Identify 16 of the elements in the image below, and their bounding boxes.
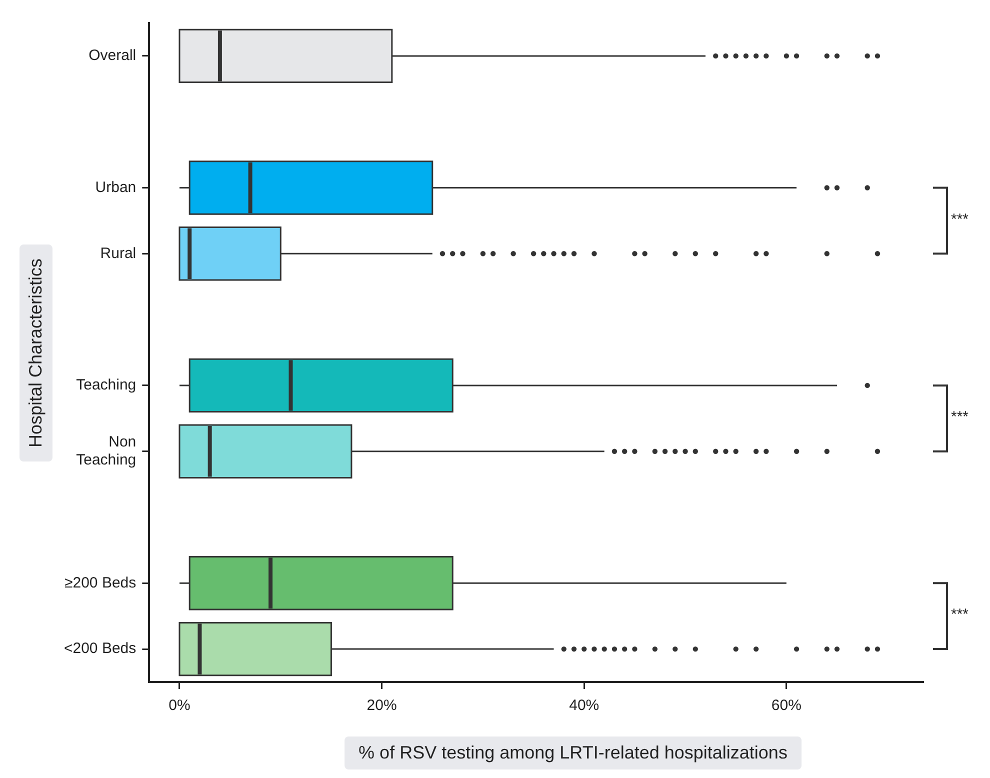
y-tick-label: Overall <box>88 47 136 64</box>
x-axis-title: % of RSV testing among LRTI-related hospitalizations <box>344 736 802 770</box>
text: *** <box>951 606 969 624</box>
y-axis-title: Hospital Characteristics <box>20 244 52 462</box>
y-tick-label: ≥200 Beds <box>64 574 136 592</box>
text: *** <box>951 210 969 228</box>
y-tick-label: Urban <box>95 178 136 196</box>
x-tick-label: 0% <box>168 697 190 714</box>
y-tick-label: Teaching <box>76 376 136 394</box>
y-tick-label: Non Teaching <box>76 433 136 468</box>
x-tick-label: 20% <box>366 697 397 714</box>
x-tick-label: 60% <box>771 697 802 714</box>
y-tick-label: Rural <box>100 244 136 262</box>
text: *** <box>951 408 969 426</box>
x-tick-label: 40% <box>569 697 600 714</box>
y-tick-label: <200 Beds <box>64 640 136 658</box>
